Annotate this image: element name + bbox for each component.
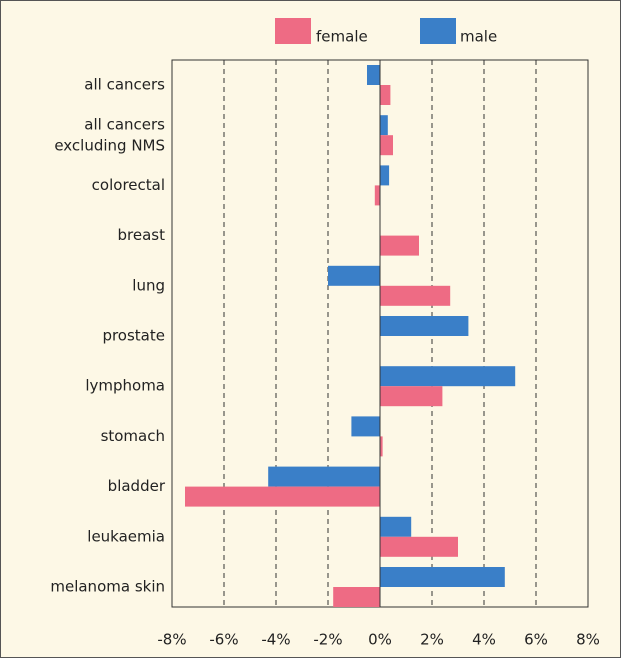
x-tick-label: -2% <box>313 631 342 649</box>
bar <box>374 185 380 206</box>
x-tick-label: 0% <box>368 631 392 649</box>
bar <box>351 416 380 437</box>
y-tick-label: bladder <box>108 477 166 495</box>
x-tick-label: -6% <box>209 631 238 649</box>
x-tick-label: 2% <box>420 631 444 649</box>
bar <box>268 466 380 487</box>
y-tick-label: all cancers <box>84 76 165 94</box>
y-tick-label: all cancers excluding NMS <box>54 115 165 154</box>
y-tick-label: colorectal <box>92 176 165 194</box>
legend-swatch <box>275 18 311 44</box>
y-tick-label: breast <box>118 226 166 244</box>
bar <box>380 366 516 387</box>
bar <box>380 85 391 105</box>
bar <box>328 265 380 286</box>
x-tick-label: 4% <box>472 631 496 649</box>
bar <box>185 486 380 507</box>
y-tick-label: prostate <box>102 327 165 345</box>
bar <box>380 536 458 557</box>
bar <box>380 386 443 407</box>
bar <box>380 316 469 336</box>
bar <box>367 65 380 85</box>
bar <box>380 115 388 136</box>
y-tick-label: stomach <box>101 427 165 445</box>
bar <box>380 235 419 256</box>
bar <box>380 436 383 457</box>
bar <box>380 165 390 186</box>
x-tick-label: 8% <box>576 631 600 649</box>
legend-swatch <box>420 18 456 44</box>
x-tick-label: -4% <box>261 631 290 649</box>
y-tick-label: lung <box>132 276 165 294</box>
bar <box>380 285 451 306</box>
legend-label: female <box>316 28 368 46</box>
bar <box>380 567 505 587</box>
legend-label: male <box>460 28 497 46</box>
x-tick-label: 6% <box>524 631 548 649</box>
bar <box>380 516 412 537</box>
y-tick-label: melanoma skin <box>50 578 165 596</box>
y-tick-label: lymphoma <box>85 377 165 395</box>
bar <box>333 587 380 607</box>
x-tick-label: -8% <box>157 631 186 649</box>
bar <box>380 135 393 156</box>
y-tick-label: leukaemia <box>87 527 165 545</box>
